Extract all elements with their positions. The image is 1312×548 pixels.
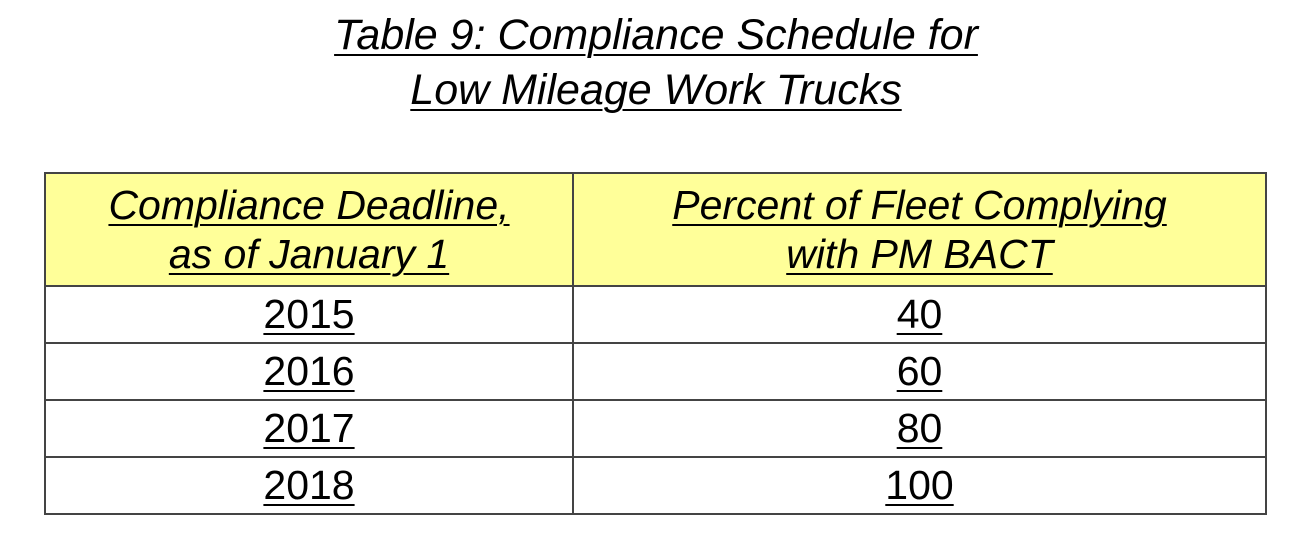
header-text: with PM BACT [786, 230, 1053, 277]
header-text: Compliance Deadline, [108, 181, 510, 228]
header-compliance-deadline: Compliance Deadline, as of January 1 [44, 172, 574, 287]
table-row: 2016 60 [44, 342, 1267, 401]
cell-percent: 60 [572, 342, 1267, 401]
cell-year: 2018 [44, 456, 574, 515]
table-title: Table 9: Compliance Schedule for Low Mil… [0, 8, 1312, 118]
header-text: as of January 1 [168, 230, 450, 277]
cell-percent: 100 [572, 456, 1267, 515]
header-row: Compliance Deadline, as of January 1 Perc… [44, 172, 1267, 287]
cell-text: 40 [896, 291, 943, 337]
header-text: Percent of Fleet Complying [672, 181, 1167, 228]
title-line-1: Table 9: Compliance Schedule for [334, 11, 978, 59]
table-row: 2017 80 [44, 399, 1267, 458]
cell-text: 60 [896, 348, 943, 394]
cell-percent: 40 [572, 285, 1267, 344]
cell-text: 2016 [263, 348, 355, 394]
cell-text: 2018 [263, 462, 355, 508]
cell-year: 2017 [44, 399, 574, 458]
cell-text: 80 [896, 405, 943, 451]
cell-text: 100 [885, 462, 954, 508]
compliance-schedule-table: Compliance Deadline, as of January 1 Perc… [44, 172, 1267, 515]
cell-percent: 80 [572, 399, 1267, 458]
table-row: 2018 100 [44, 456, 1267, 515]
cell-text: 2015 [263, 291, 355, 337]
cell-text: 2017 [263, 405, 355, 451]
cell-year: 2015 [44, 285, 574, 344]
cell-year: 2016 [44, 342, 574, 401]
table-row: 2015 40 [44, 285, 1267, 344]
title-line-2: Low Mileage Work Trucks [410, 66, 902, 114]
header-percent-fleet: Percent of Fleet Complying with PM BACT [572, 172, 1267, 287]
